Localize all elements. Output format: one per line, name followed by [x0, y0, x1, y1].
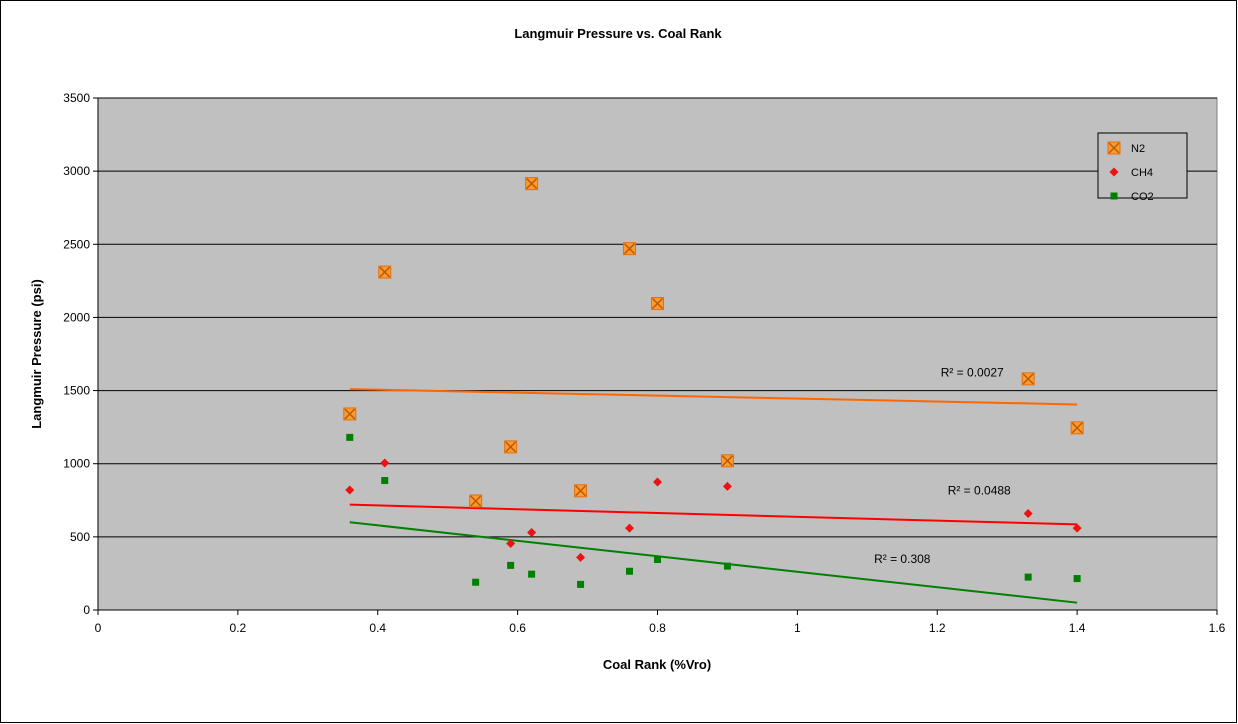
legend-marker-ch4 [1109, 167, 1119, 177]
point-co2 [472, 578, 480, 586]
point-n2 [623, 242, 637, 256]
point-co2 [723, 562, 731, 570]
point-n2 [1021, 372, 1035, 386]
point-co2 [1073, 575, 1081, 583]
point-co2 [654, 556, 661, 564]
point-n2 [469, 494, 483, 508]
plot-area [97, 97, 1218, 611]
point-co2 [507, 561, 515, 569]
point-ch4 [1072, 523, 1082, 533]
y-tick-label: 3000 [63, 164, 90, 178]
x-tick-label: 0.6 [509, 621, 526, 635]
point-n2 [343, 407, 357, 421]
point-n2-cross [470, 495, 482, 507]
point-n2 [651, 297, 664, 311]
y-tick-label: 500 [70, 530, 90, 544]
point-ch4 [345, 485, 355, 495]
x-tick-label: 1.2 [929, 621, 946, 635]
point-n2 [378, 265, 392, 279]
legend-marker-n2-cross [1108, 142, 1120, 154]
point-ch4 [625, 523, 635, 533]
tick-labels: 0 500 1000 1500 2000 2500 3000 3500 0 0.2 0.4 0.6 0.… [63, 91, 1225, 635]
y-axis-title: Langmuir Pressure (psi) [29, 279, 44, 429]
trendline-ch4 [349, 503, 1078, 526]
gridlines [98, 97, 1217, 538]
point-n2-cross [1022, 373, 1034, 385]
x-tick-label: 0.2 [230, 621, 247, 635]
point-co2 [381, 477, 389, 485]
point-ch4 [722, 481, 732, 491]
point-ch4 [527, 527, 537, 537]
point-n2-cross [721, 455, 733, 467]
r2-labels: R² = 0.0027 R² = 0.0488 R² = 0.308 [874, 366, 1011, 567]
point-n2 [1070, 421, 1084, 435]
y-tick-label: 1000 [63, 457, 90, 471]
point-ch4 [653, 477, 662, 487]
trendline-n2 [349, 388, 1078, 406]
point-co2 [626, 567, 634, 575]
point-n2 [574, 484, 588, 498]
x-axis-title: Coal Rank (%Vro) [603, 657, 711, 672]
legend-marker-n2 [1107, 141, 1121, 155]
point-n2 [720, 454, 734, 468]
axes [93, 97, 1218, 615]
point-co2 [1024, 573, 1032, 581]
point-co2 [346, 433, 354, 441]
trendline-co2 [349, 521, 1078, 604]
point-n2 [504, 440, 518, 454]
point-ch4 [576, 552, 586, 562]
point-n2-cross [1071, 422, 1083, 434]
point-ch4 [1023, 508, 1033, 518]
point-co2 [577, 580, 585, 588]
x-tick-label: 1 [794, 621, 801, 635]
point-n2-cross [623, 243, 636, 255]
x-tick-label: 0.4 [369, 621, 386, 635]
point-n2-cross [526, 178, 538, 190]
point-n2-cross [344, 408, 356, 420]
r2-label-ch4: R² = 0.0488 [948, 483, 1011, 497]
chart-title: Langmuir Pressure vs. Coal Rank [514, 26, 722, 41]
legend-marker-co2 [1110, 192, 1118, 200]
x-tick-label: 0.8 [649, 621, 666, 635]
trendlines [349, 388, 1078, 604]
y-tick-label: 0 [83, 603, 90, 617]
point-ch4 [380, 458, 390, 468]
y-tick-label: 1500 [63, 384, 90, 398]
point-n2-cross [505, 441, 517, 453]
r2-label-n2: R² = 0.0027 [941, 366, 1004, 380]
x-tick-label: 1.4 [1069, 621, 1086, 635]
legend-label-n2: N2 [1131, 143, 1145, 155]
x-tick-label: 0 [95, 621, 102, 635]
point-ch4 [506, 538, 516, 548]
x-tick-label: 1.6 [1209, 621, 1226, 635]
point-n2 [525, 177, 539, 191]
r2-label-co2: R² = 0.308 [874, 552, 931, 566]
point-n2-cross [379, 266, 391, 278]
legend-label-co2: CO2 [1131, 191, 1154, 203]
legend: N2 CH4 CO2 [1097, 132, 1188, 203]
legend-label-ch4: CH4 [1131, 167, 1153, 179]
y-tick-label: 2500 [63, 237, 90, 251]
point-n2-cross [651, 298, 664, 310]
point-co2 [528, 570, 536, 578]
y-tick-label: 2000 [63, 310, 90, 324]
data-points [343, 177, 1084, 588]
point-n2-cross [575, 485, 587, 497]
y-tick-label: 3500 [63, 91, 90, 105]
